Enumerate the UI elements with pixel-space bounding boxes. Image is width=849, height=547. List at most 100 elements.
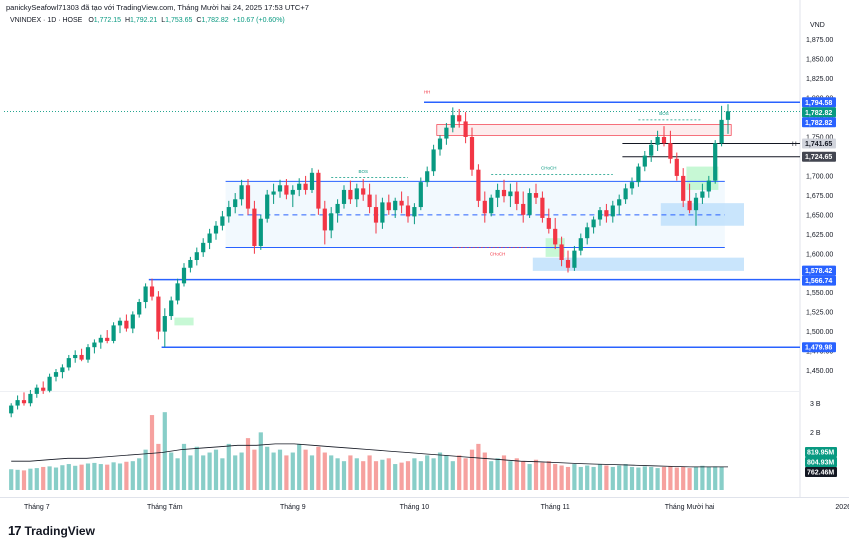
volume-readout-box: [805, 457, 837, 467]
volume-bar: [213, 449, 219, 490]
candle: [284, 179, 289, 200]
candle: [322, 200, 327, 245]
candle-body: [585, 227, 590, 239]
volume-bar: [297, 443, 302, 490]
candle: [341, 185, 347, 209]
candle-body: [28, 393, 33, 404]
volume-bar: [117, 463, 123, 490]
volume-bar: [130, 461, 135, 490]
volume-readout-label: 819.95M: [807, 450, 834, 457]
candle: [553, 217, 558, 250]
candle-body: [194, 252, 199, 260]
volume-bar: [559, 465, 564, 490]
volume-bar: [444, 455, 449, 490]
volume-bar: [265, 446, 270, 490]
candle-body: [258, 218, 263, 246]
price-tick-label: 1,650.00: [806, 212, 833, 219]
volume-bar: [303, 449, 308, 490]
candle-body: [597, 210, 603, 220]
volume-bar: [713, 466, 718, 490]
candle: [399, 191, 404, 214]
candle: [303, 175, 308, 195]
volume-bar: [188, 455, 193, 490]
zone-box: [532, 257, 744, 271]
volume-bar: [405, 461, 411, 490]
candle: [373, 194, 379, 234]
candle: [674, 152, 679, 181]
candle: [361, 179, 366, 201]
candle-body: [322, 208, 327, 231]
candle: [220, 210, 225, 231]
candle: [329, 207, 334, 239]
volume-bar: [79, 464, 84, 490]
volume-readout-label: 762.46M: [807, 470, 834, 477]
time-tick-label: 2026: [835, 504, 849, 511]
candle: [463, 112, 468, 144]
candle: [143, 283, 148, 309]
candle-body: [156, 296, 161, 332]
volume-bar: [527, 464, 532, 490]
volume-bar: [514, 458, 519, 490]
volume-bar: [239, 452, 244, 490]
candle: [21, 392, 27, 406]
candle-body: [41, 387, 46, 391]
candle: [34, 384, 39, 398]
volume-bar: [53, 467, 59, 490]
candle: [514, 182, 519, 211]
open-label: O: [88, 17, 94, 24]
candle-body: [15, 400, 20, 406]
candle: [149, 278, 155, 301]
volume-bar: [661, 466, 667, 490]
candle: [623, 183, 628, 204]
high-label: H: [124, 17, 131, 24]
candle: [617, 194, 622, 215]
candle: [367, 183, 372, 214]
volume-bar: [610, 466, 615, 490]
candle-body: [495, 189, 500, 198]
candle-body: [92, 342, 97, 348]
chart-attribution: panickySeafowl71303 đã tạo với TradingVi…: [6, 3, 309, 12]
volume-bar: [284, 455, 289, 490]
candle-body: [162, 316, 167, 332]
candle: [354, 183, 359, 208]
price-readout-label: 1,782.82: [805, 120, 832, 127]
candle: [79, 348, 84, 362]
candle-body: [725, 111, 731, 120]
symbol-label[interactable]: VNINDEX · 1D · HOSE: [10, 17, 83, 24]
candle-body: [143, 286, 148, 303]
volume-bar: [521, 461, 526, 490]
high-value: 1,792.21: [130, 17, 158, 24]
zone-box: [436, 124, 732, 136]
price-readout-box: [802, 342, 836, 353]
candle-body: [450, 115, 455, 128]
candle: [290, 185, 295, 208]
volume-bar: [41, 466, 46, 490]
volume-bar: [681, 466, 686, 490]
candle-body: [117, 320, 123, 326]
candle-body: [661, 136, 667, 144]
candle: [444, 122, 449, 145]
price-readout: 1,741.65: [802, 138, 836, 149]
candle-body: [425, 171, 430, 183]
volume-bar: [668, 466, 673, 490]
time-tick-label: Tháng 7: [24, 504, 50, 511]
candle: [188, 256, 193, 273]
candle-body: [175, 283, 180, 301]
candle-body: [169, 300, 174, 317]
candle: [258, 214, 263, 250]
volume-bar: [220, 458, 225, 490]
structure-annotation: HH: [424, 89, 431, 94]
volume-bar: [181, 443, 187, 490]
volume-bar: [309, 455, 315, 490]
candle-body: [553, 228, 558, 245]
candle: [476, 164, 481, 208]
change-value: +10.67 (+0.60%): [232, 17, 285, 24]
candle-body: [137, 302, 142, 315]
volume-bar: [28, 468, 33, 490]
candle: [245, 179, 251, 215]
tradingview-logo[interactable]: 17 TradingView: [8, 523, 95, 538]
volume-bar: [386, 458, 391, 490]
candle-body: [546, 217, 551, 229]
candle: [309, 168, 315, 194]
